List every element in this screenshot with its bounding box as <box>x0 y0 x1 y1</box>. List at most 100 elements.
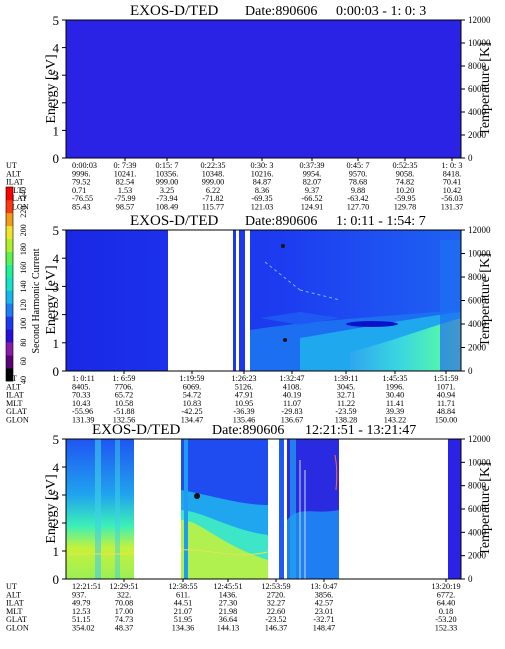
panel-2-table-cell: 11.71 <box>437 399 455 408</box>
panel-2-left-axis: 0 1 2 3 4 5 <box>53 223 66 379</box>
panel-1-table-cell: 115.77 <box>202 203 224 212</box>
panel-2-y2label: Temperature [K] <box>478 253 493 346</box>
panel-3-row-label: MLT <box>6 607 23 616</box>
panel-2-ytick-label: 1 <box>53 336 60 351</box>
panel-2-table-cell: 32.71 <box>337 391 355 400</box>
panel-1-table-cell: 10216. <box>251 169 274 178</box>
panel-3-ylabel: Energy [eV] <box>44 474 59 543</box>
panel-1-table-cell: 0:00:03 <box>72 161 97 170</box>
colorbar-block <box>6 251 13 265</box>
panel-1-table-cell: 84.87 <box>253 178 271 187</box>
panel-3-y2label: Temperature [K] <box>478 462 493 555</box>
panel-2-table-cell: 1:39:11 <box>334 374 359 383</box>
panel-2-table-cell: 1996. <box>386 382 404 391</box>
panel-3-table-cell: 12.53 <box>72 607 90 616</box>
panel-2-row-label: GLAT <box>6 407 27 416</box>
panel-1-y2label: Temperature [K] <box>478 42 493 135</box>
panel-1-table-cell: 78.68 <box>349 178 367 187</box>
panel-3-table-cell: 13: 0:47 <box>310 582 337 591</box>
colorbar-label: Second Harmonic Current <box>31 248 42 353</box>
panel-3-table-cell: 12:38:55 <box>168 582 197 591</box>
panel-1-y2tick-label: 4000 <box>468 107 487 117</box>
panel-1-table-cell: -59.95 <box>394 194 415 203</box>
panel-3-ytick-label: 5 <box>53 432 60 447</box>
panel-1-y2tick-label: 2000 <box>468 130 487 140</box>
panel-1-table-cell: -76.55 <box>72 194 93 203</box>
panel-1-table-cell: 74.82 <box>396 178 414 187</box>
panel-2-row-label: GLON <box>6 416 29 425</box>
panel-3-time-range: 12:21:51 - 13:21:47 <box>305 423 416 438</box>
panel-1-table-cell: -75.99 <box>114 194 135 203</box>
panel-2-y2tick-label: 6000 <box>468 296 487 306</box>
colorbar-block <box>6 368 13 382</box>
panel-3-heatmap <box>65 438 462 580</box>
panel-1-heatmap <box>65 19 462 159</box>
panel-2-table-cell: 7706. <box>115 382 133 391</box>
panel-3-row-label: GLON <box>6 624 29 633</box>
colorbar-block <box>6 238 13 252</box>
panel-3-y2tick-label: 12000 <box>468 434 491 444</box>
colorbar-block <box>6 277 13 291</box>
panel-2-table-cell: 5126. <box>235 382 253 391</box>
panel-1-table-cell: 9954. <box>303 169 321 178</box>
panel-3-y2tick-label: 6000 <box>468 504 487 514</box>
panel-1-table-cell: 70.41 <box>443 178 461 187</box>
colorbar-tick-label: 140 <box>19 281 28 293</box>
panel-1-table-cell: 98.57 <box>116 203 134 212</box>
panel-2-heatmap <box>65 229 462 372</box>
panel-2-ytick-label: 4 <box>53 251 60 266</box>
panel-2-time-range: 1: 0:11 - 1:54: 7 <box>336 214 426 229</box>
panel-2-title: EXOS-D/TED <box>130 213 218 229</box>
panel-2-table-cell: 143.22 <box>384 416 407 425</box>
panel-1-table-cell: 131.37 <box>441 203 464 212</box>
colorbar-block <box>6 290 13 304</box>
panel-2-table-cell: -51.88 <box>113 407 134 416</box>
panel-1-table-cell: -66.52 <box>301 194 322 203</box>
panel-3-right-axis: 0 2000 4000 6000 8000 10000 12000 <box>461 434 491 584</box>
panel-1-ytick-label: 2 <box>53 96 60 111</box>
panel-1-table-cell: 0: 7:39 <box>114 161 137 170</box>
panel-1-ytick-label: 1 <box>53 123 60 138</box>
panel-2-table-cell: 10.58 <box>115 399 133 408</box>
panel-3-table-cell: 322. <box>117 590 131 599</box>
panel-1-row-label: GLAT <box>6 194 27 203</box>
panel-1-orbit-table: UT 0:00:03 0: 7:39 0:15: 7 0:22:35 0:30: 3 0:3… <box>6 158 463 212</box>
panel-2-table-cell: 54.72 <box>183 391 201 400</box>
panel-1-table-cell: 10.20 <box>396 186 414 195</box>
panel-3-table-cell: 2720. <box>267 590 285 599</box>
panel-2-y2tick-label: 0 <box>468 366 473 376</box>
panel-2-table-cell: 1: 6:59 <box>113 374 136 383</box>
panel-1-table-cell: 127.70 <box>347 203 370 212</box>
panel-1-table-cell: 8.36 <box>255 186 269 195</box>
panel-3-table-cell: 27.30 <box>219 599 237 608</box>
panel-1-table-cell: -71.82 <box>202 194 223 203</box>
panel-2-table-cell: 1: 0:11 <box>72 374 95 383</box>
panel-3-table-cell: 1436. <box>219 590 237 599</box>
panel-1-ytick-label: 4 <box>53 41 60 56</box>
panel-3-y2tick-label: 0 <box>468 574 473 584</box>
panel-3-table-cell: 146.37 <box>265 624 288 633</box>
colorbar-ticks: 40 60 80 100 120 140 160 180 200 220 240 <box>19 187 28 384</box>
panel-3-table-cell: 44.51 <box>174 599 192 608</box>
panel-1-ytick-label: 0 <box>53 151 60 166</box>
panel-1-table-cell: 3.25 <box>160 186 174 195</box>
panel-1-table-cell: -73.94 <box>156 194 177 203</box>
panel-3-table-cell: 32.27 <box>267 599 285 608</box>
panel-1-row-label: ILAT <box>6 178 24 187</box>
panel-1-row-label: UT <box>6 161 17 170</box>
panel-3-table-cell: 21.07 <box>174 607 192 616</box>
panel-2-table-cell: 1071. <box>437 382 455 391</box>
colorbar-tick-label: 60 <box>19 357 28 365</box>
panel-2-table-cell: 11.22 <box>337 399 355 408</box>
panel-2-row-label: ILAT <box>6 391 24 400</box>
colorbar-block <box>6 355 13 369</box>
panel-2-table-cell: 40.94 <box>437 391 455 400</box>
colorbar-tick-label: 100 <box>19 318 28 330</box>
panel-2-table-cell: 30.40 <box>386 391 404 400</box>
colorbar-blocks <box>5 186 14 382</box>
panel-3-table-cell: 354.02 <box>72 624 95 633</box>
panel-2-y2tick-label: 12000 <box>468 225 491 235</box>
panel-1-table-cell: 79.52 <box>72 178 90 187</box>
panel-3-y2tick-label: 4000 <box>468 527 487 537</box>
